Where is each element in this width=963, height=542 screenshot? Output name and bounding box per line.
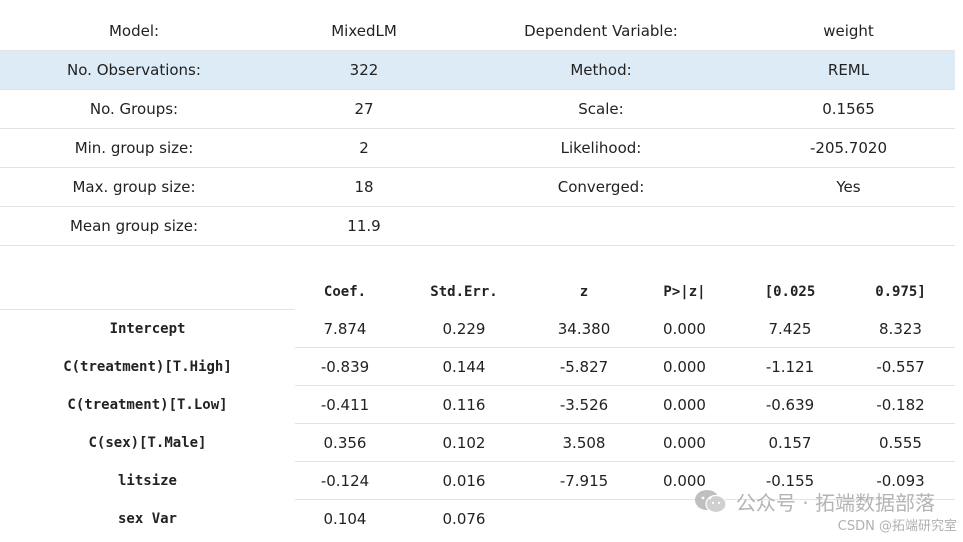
coef-cell: 7.425 <box>768 319 812 338</box>
coef-cell: 0.116 <box>442 395 486 414</box>
summary-key: No. Groups: <box>89 100 179 118</box>
coef-row-treatment-low: C(treatment)[T.Low] -0.411 0.116 -3.526 … <box>0 386 955 424</box>
coef-cell: 0.144 <box>442 357 486 376</box>
coef-cell: 0.000 <box>663 357 706 376</box>
coef-cell: 0.102 <box>442 433 486 452</box>
summary-value: 27 <box>354 100 374 118</box>
summary-value: 2 <box>359 139 369 157</box>
coef-row-sex-var: sex Var 0.104 0.076 <box>0 500 955 538</box>
summary-value: 18 <box>354 178 374 196</box>
watermark-text: 公众号 · 拓端数据部落 <box>735 491 935 515</box>
summary-row-observations: No. Observations: 322 Method: REML <box>0 51 955 90</box>
coefficient-table: Coef. Std.Err. z P>|z| [0.025 0.975] Int… <box>0 273 955 538</box>
watermark: 公众号 · 拓端数据部落 <box>694 487 935 516</box>
coef-cell: 0.555 <box>879 433 922 452</box>
summary-key: Dependent Variable: <box>524 22 678 40</box>
summary-row-groups: No. Groups: 27 Scale: 0.1565 <box>0 90 955 129</box>
coef-cell: -0.155 <box>765 471 815 490</box>
coef-cell: 0.000 <box>663 471 706 490</box>
coef-row-label: C(sex)[T.Male] <box>88 435 207 451</box>
coef-header-z: z <box>579 283 589 300</box>
coef-cell: -0.839 <box>320 357 370 376</box>
coef-header-ci-low: [0.025 <box>764 283 816 300</box>
summary-value: 11.9 <box>347 217 381 235</box>
coef-row-intercept: Intercept 7.874 0.229 34.380 0.000 7.425… <box>0 310 955 348</box>
summary-key: Converged: <box>557 178 645 196</box>
coef-row-label: C(treatment)[T.Low] <box>67 397 228 413</box>
coef-cell: -0.093 <box>876 471 925 490</box>
summary-value: 0.1565 <box>822 100 875 118</box>
summary-row-mean-group: Mean group size: 11.9 <box>0 207 955 246</box>
watermark-csdn: CSDN @拓端研究室 <box>837 519 957 534</box>
coef-row-label: sex Var <box>117 511 177 527</box>
coef-cell: 3.508 <box>562 433 606 452</box>
coef-cell: -0.411 <box>320 395 370 414</box>
coef-cell: 0.229 <box>442 319 486 338</box>
summary-value: weight <box>823 22 874 40</box>
summary-key: No. Observations: <box>67 61 201 79</box>
summary-row-max-group: Max. group size: 18 Converged: Yes <box>0 168 955 207</box>
coef-cell: -0.557 <box>876 357 925 376</box>
summary-row-min-group: Min. group size: 2 Likelihood: -205.7020 <box>0 129 955 168</box>
coef-cell: 0.000 <box>663 433 706 452</box>
coef-header-stderr: Std.Err. <box>430 283 498 300</box>
coef-row-label: Intercept <box>109 321 186 337</box>
coef-cell: -5.827 <box>559 357 609 376</box>
coef-header-pvalue: P>|z| <box>663 283 706 300</box>
coef-cell: 0.000 <box>663 395 706 414</box>
coef-cell: 0.356 <box>323 433 367 452</box>
coef-row-label: litsize <box>117 473 177 489</box>
coef-cell: 8.323 <box>879 319 922 338</box>
coef-row-treatment-high: C(treatment)[T.High] -0.839 0.144 -5.827… <box>0 348 955 386</box>
coef-row-sex-male: C(sex)[T.Male] 0.356 0.102 3.508 0.000 0… <box>0 424 955 462</box>
coef-cell: 0.104 <box>323 510 367 528</box>
coef-header-ci-high: 0.975] <box>875 283 926 300</box>
coef-cell: 0.016 <box>442 471 486 490</box>
coef-cell: -0.639 <box>765 395 815 414</box>
summary-value: REML <box>827 61 870 79</box>
summary-key: Scale: <box>578 100 624 118</box>
summary-key: Min. group size: <box>74 139 194 157</box>
coef-cell: 7.874 <box>323 319 367 338</box>
summary-key: Model: <box>108 22 160 40</box>
coef-cell: -7.915 <box>559 471 609 490</box>
summary-value: -205.7020 <box>810 139 887 157</box>
summary-key: Method: <box>570 61 632 79</box>
coef-cell: -0.182 <box>876 395 925 414</box>
coef-row-litsize: litsize -0.124 0.016 -7.915 0.000 -0.155… <box>0 462 955 500</box>
coef-cell: -1.121 <box>765 357 815 376</box>
summary-value: Yes <box>836 178 861 196</box>
coef-cell: 0.000 <box>663 319 706 338</box>
model-summary-table: Model: MixedLM Dependent Variable: weigh… <box>0 12 955 246</box>
coef-header-row: Coef. Std.Err. z P>|z| [0.025 0.975] <box>0 273 955 310</box>
wechat-icon <box>694 489 727 513</box>
coef-cell: -0.124 <box>320 471 370 490</box>
summary-row-model: Model: MixedLM Dependent Variable: weigh… <box>0 12 955 51</box>
coef-header-blank <box>0 273 295 310</box>
summary-value: MixedLM <box>331 22 397 40</box>
summary-key: Max. group size: <box>72 178 196 196</box>
coef-cell: 0.076 <box>442 510 486 528</box>
summary-key: Likelihood: <box>560 139 642 157</box>
coef-header-coef: Coef. <box>323 283 367 300</box>
summary-key: Mean group size: <box>69 217 199 235</box>
coef-cell: -3.526 <box>559 395 609 414</box>
coef-row-label: C(treatment)[T.High] <box>63 359 232 375</box>
coef-cell: 0.157 <box>768 433 812 452</box>
coef-cell: 34.380 <box>557 319 611 338</box>
summary-value: 322 <box>349 61 379 79</box>
